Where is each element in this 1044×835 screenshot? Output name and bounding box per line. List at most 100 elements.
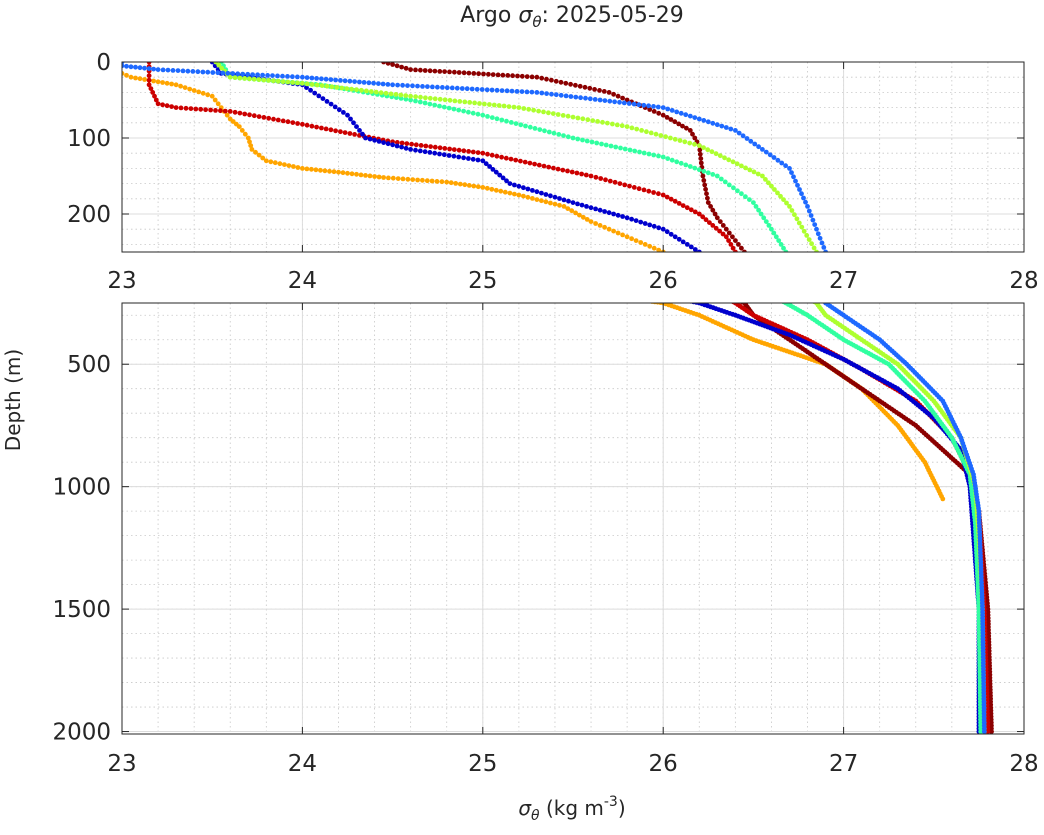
profile-dark-red-marker	[730, 296, 735, 301]
profile-orange-marker	[358, 172, 364, 178]
profile-cyan-marker	[705, 170, 711, 176]
profile-red-marker	[394, 140, 400, 145]
profile-navy-marker	[539, 190, 544, 196]
profile-red-marker	[680, 203, 686, 209]
profile-navy-marker	[707, 260, 712, 265]
upper-x-tick-label: 25	[468, 268, 497, 294]
profile-azure-marker	[544, 91, 549, 96]
profile-navy-marker	[385, 141, 391, 147]
upper-x-tick-label: 27	[829, 268, 858, 294]
profile-red-marker	[328, 127, 334, 133]
profile-dark-red-marker	[573, 82, 578, 88]
profile-orange-marker	[173, 82, 179, 88]
profile-orange-marker	[300, 166, 305, 171]
profile-navy-marker	[552, 194, 558, 200]
profile-dark-red-marker	[601, 89, 607, 94]
profile-cyan-marker	[656, 153, 661, 159]
profile-dark-red-marker	[676, 121, 682, 127]
profile-dark-red-marker	[733, 238, 738, 244]
profile-dark-red-marker	[539, 75, 545, 81]
profile-navy-marker	[668, 231, 674, 237]
profile-cyan-marker	[665, 156, 671, 162]
profile-lime-marker	[368, 89, 374, 94]
profile-red-marker	[536, 162, 542, 168]
profile-lime-marker	[799, 224, 805, 230]
profile-red-marker	[256, 114, 262, 119]
profile-azure-marker	[225, 70, 231, 76]
profile-navy-marker	[700, 253, 705, 258]
profile-dark-red-marker	[717, 219, 723, 225]
profile-lime-marker	[734, 161, 740, 167]
lower-x-tick-label: 27	[829, 751, 858, 777]
profile-red-marker	[251, 113, 257, 119]
profile-cyan-marker	[546, 129, 552, 135]
profile-cyan-marker	[739, 191, 744, 197]
profile-azure-marker	[494, 87, 500, 93]
profile-cyan-marker	[527, 124, 533, 130]
profile-navy-marker	[638, 219, 644, 225]
profile-red-marker	[739, 262, 744, 267]
profile-azure-marker	[489, 87, 495, 93]
profile-cyan-marker	[542, 128, 547, 134]
profile-lime-marker	[814, 249, 819, 252]
profile-lime-marker	[766, 180, 771, 186]
profile-orange-marker	[256, 152, 262, 158]
profile-lime-marker	[713, 151, 719, 157]
profile-cyan-marker	[756, 207, 761, 213]
profile-lime-marker	[658, 133, 664, 138]
profile-orange-marker	[484, 185, 490, 191]
profile-azure-marker	[748, 138, 754, 144]
profile-orange-marker	[530, 196, 535, 201]
profile-cyan-marker	[714, 173, 720, 179]
profile-azure-marker	[175, 68, 181, 73]
profile-navy-marker	[351, 120, 356, 126]
profile-lime-marker	[383, 90, 389, 96]
lower-x-tick-label: 25	[468, 751, 497, 777]
profile-cyan-marker	[763, 219, 769, 225]
profile-navy-marker	[521, 185, 526, 191]
profile-navy-marker	[209, 62, 215, 65]
profile-azure-marker	[275, 73, 280, 79]
profile-lime-marker	[344, 86, 350, 91]
profile-azure-marker	[760, 147, 765, 152]
profile-red-marker	[338, 129, 343, 135]
profile-orange-marker	[493, 187, 499, 193]
profile-azure-marker	[789, 170, 794, 176]
profile-dark-red-marker	[690, 131, 695, 137]
profile-lime-marker	[393, 92, 399, 97]
profile-cyan-marker	[701, 168, 707, 174]
profile-red-marker	[583, 172, 589, 178]
profile-navy-marker	[629, 216, 634, 222]
profile-red-marker	[723, 234, 729, 240]
profile-lime-marker	[378, 90, 384, 96]
profile-red-marker	[724, 296, 729, 301]
profile-red-marker	[985, 729, 991, 734]
profile-red-marker	[717, 228, 722, 234]
profile-azure-marker	[626, 101, 632, 106]
profile-orange-marker	[313, 167, 319, 173]
profile-red-marker	[641, 187, 647, 193]
profile-red-marker	[617, 181, 623, 187]
profile-orange-marker	[625, 296, 630, 301]
profile-cyan-marker	[485, 114, 490, 119]
profile-navy-marker	[651, 223, 657, 229]
profile-dark-red-marker	[656, 110, 662, 116]
profile-azure-marker	[821, 245, 827, 250]
profile-red-marker	[198, 106, 204, 112]
profile-cyan-marker	[565, 134, 571, 140]
profile-cyan-marker	[580, 137, 585, 143]
profile-orange-marker	[580, 214, 586, 220]
profile-dark-red-marker	[744, 259, 749, 264]
profile-red-marker	[295, 121, 300, 126]
profile-red-marker	[413, 142, 419, 148]
profile-red-marker	[503, 155, 509, 161]
profile-azure-marker	[631, 101, 637, 107]
profile-lime-marker	[359, 87, 364, 93]
profile-dark-red-marker	[705, 200, 711, 206]
profile-cyan-marker	[731, 185, 736, 191]
profile-orange-marker	[200, 90, 206, 96]
profile-lime-marker	[807, 297, 812, 302]
profile-red-marker	[518, 158, 523, 164]
profile-navy-marker	[390, 142, 395, 148]
profile-azure-marker	[805, 204, 810, 209]
